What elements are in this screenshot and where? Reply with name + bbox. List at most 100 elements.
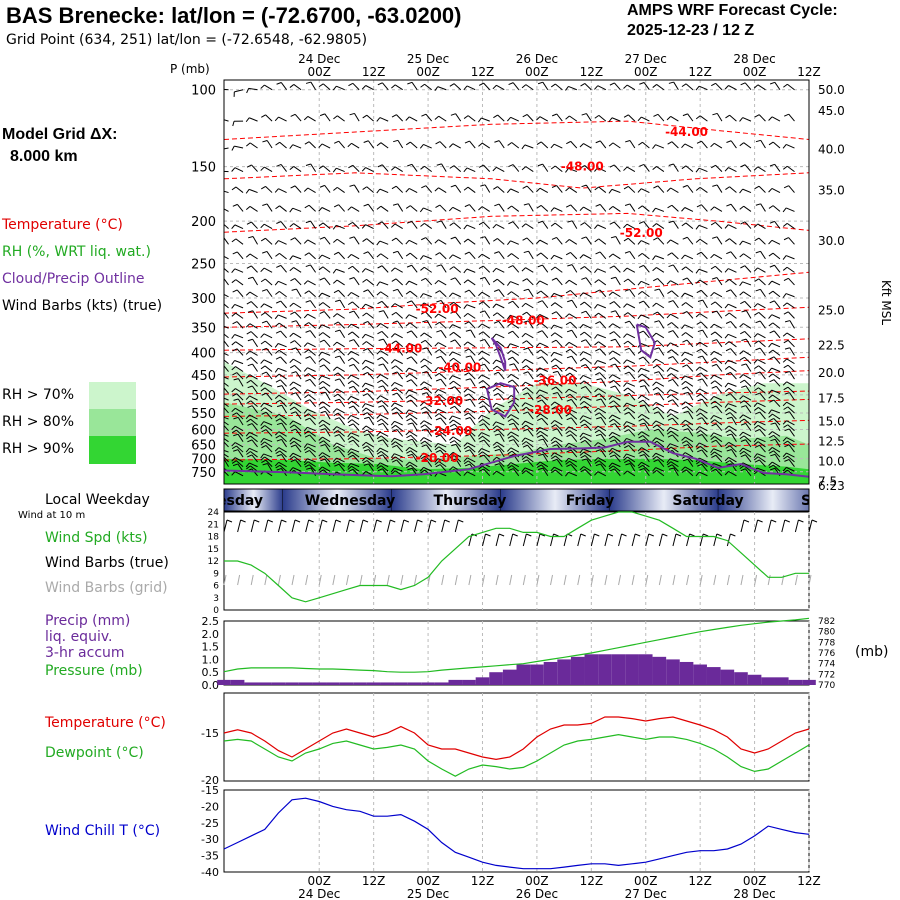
wind-barb — [571, 355, 578, 364]
wind-barb — [394, 267, 403, 273]
wind-barb-flag — [493, 392, 499, 397]
wind-barb — [264, 441, 273, 448]
wind-barb — [597, 360, 607, 365]
wind-barb — [310, 264, 317, 273]
wind-barb — [236, 289, 244, 298]
wind-barb-flag — [609, 400, 614, 404]
wind-barb — [454, 405, 462, 414]
wind-barb-flag — [782, 222, 788, 227]
wind-barb-flag — [463, 366, 468, 371]
wind-barb — [628, 347, 636, 356]
wind-barb — [526, 311, 534, 319]
wind-barb-flag — [739, 400, 745, 404]
wind-barb — [481, 414, 490, 420]
wind-barb-true — [577, 533, 582, 547]
top-date-label: 25 Dec — [407, 52, 449, 66]
wind-barb-flag — [274, 461, 280, 467]
wind-barb — [337, 393, 345, 401]
wind-barb-flag — [477, 350, 483, 356]
wind-barb-flag — [522, 428, 528, 432]
wind-barb-flag — [217, 381, 221, 384]
wind-barb-flag — [769, 330, 775, 334]
wind-barb-flag — [320, 410, 326, 414]
bottom-date-label: 25 Dec — [407, 887, 449, 900]
wind-barb-flag — [407, 163, 413, 167]
wind-barb-flag — [610, 363, 616, 367]
wind-barb — [656, 424, 665, 432]
wind-barb-flag — [579, 351, 584, 356]
wind-barb-flag — [769, 81, 776, 85]
wind-barb — [337, 372, 345, 380]
wind-barb — [513, 422, 520, 431]
wind-barb-flag — [478, 206, 483, 211]
height-tick-label: 20.0 — [818, 366, 845, 380]
wind-barb — [670, 280, 679, 286]
wind-barb — [582, 415, 592, 420]
wind-barb-flag — [594, 425, 599, 430]
wind-barb — [684, 143, 694, 149]
wind-barb-flag — [477, 414, 482, 420]
wind-barb — [626, 470, 636, 477]
wind-barb — [224, 208, 229, 212]
wind-barb-grid — [441, 574, 445, 586]
wind-barb — [295, 371, 302, 380]
wind-barb — [585, 386, 592, 394]
wind-barb — [351, 331, 360, 339]
wind-barb-flag — [768, 252, 774, 257]
wind-barb — [235, 279, 244, 286]
wind-barb-flag — [551, 364, 557, 368]
wind-barb-flag — [695, 313, 701, 318]
wind-barb — [756, 437, 766, 443]
wind-barb-flag — [303, 280, 309, 285]
wind-barb-flag — [463, 471, 468, 476]
wind-barb-flag — [682, 113, 688, 117]
wind-barb — [455, 184, 462, 193]
wind-barb — [440, 330, 447, 339]
wind-barb-flag — [434, 394, 440, 398]
wind-barb-flag — [421, 411, 427, 414]
wind-barb-flag — [768, 461, 773, 466]
wind-barb — [658, 411, 665, 420]
wind-barb — [525, 358, 534, 365]
wind-barb — [742, 414, 752, 420]
wind-barb — [381, 221, 389, 229]
wind-barb — [569, 430, 578, 437]
wind-barb-flag — [581, 458, 587, 461]
wind-barb-true — [631, 533, 636, 547]
wind-barb-grid — [413, 574, 417, 586]
wind-tick-label: 12 — [208, 557, 219, 567]
wind-barb — [454, 440, 462, 448]
wind-barb — [743, 418, 752, 426]
wind-barb — [540, 290, 549, 298]
wind-barb-flag — [754, 340, 759, 345]
wind-barb — [772, 252, 781, 260]
wind-barb-flag — [608, 432, 613, 437]
wind-barb — [466, 167, 476, 173]
wind-barb-flag — [231, 425, 236, 430]
wind-barb — [278, 413, 287, 420]
wind-barb-flag — [652, 144, 656, 149]
wind-barb — [745, 363, 752, 372]
wind-barb — [295, 444, 302, 453]
wind-barb — [308, 290, 316, 298]
wind-barb-flag — [349, 310, 355, 314]
wind-barb-flag — [551, 113, 557, 117]
wind-barb — [336, 442, 345, 448]
wind-barb-flag — [406, 356, 412, 360]
wind-barb — [669, 389, 679, 394]
wind-barb-flag — [306, 467, 312, 470]
wind-barb — [499, 433, 505, 442]
wind-barb — [598, 460, 607, 468]
wind-barb — [786, 266, 795, 273]
wind-barb-flag — [347, 463, 352, 468]
wind-barb-flag — [565, 393, 571, 398]
wind-barb — [365, 85, 374, 91]
wind-barb — [671, 373, 679, 380]
wind-barb-flag — [377, 82, 383, 86]
wind-barb-flag — [507, 205, 512, 210]
wind-barb — [278, 447, 287, 453]
wind-barb-flag — [536, 464, 542, 468]
wind-barb-flag — [245, 447, 250, 453]
wind-barb — [700, 321, 708, 329]
wind-barb-flag — [608, 465, 614, 470]
